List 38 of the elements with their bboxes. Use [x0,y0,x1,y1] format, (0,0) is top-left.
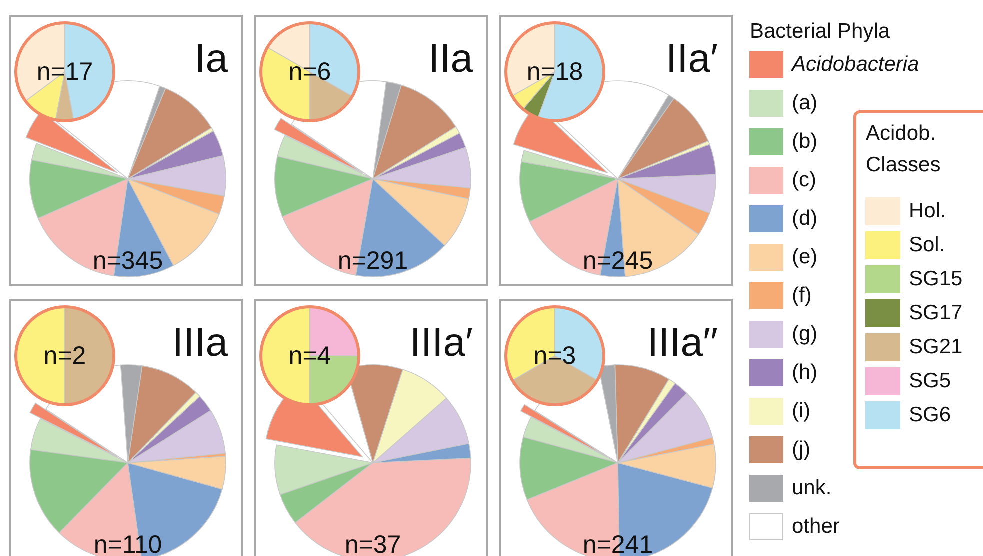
legend-label: (f) [792,284,812,307]
legend-label: other [792,515,840,538]
chart-title: IIa′ [666,37,718,81]
text: n=17 [36,58,94,86]
text: n=6 [288,58,332,86]
legend-label: SG15 [909,268,963,290]
legend-label: (i) [792,400,811,422]
legend-label: Sol. [909,234,946,256]
chart-title: IIIa′′ [647,321,718,365]
text: n=110 [94,531,162,556]
legend-label: (g) [792,322,818,346]
text: n=245 [582,247,654,275]
text: n=3 [534,342,576,370]
legend-title: Bacterial Phyla [750,20,890,43]
legend-label: unk. [792,476,832,500]
legend-label: (c) [792,168,816,192]
legend-label: (a) [792,92,818,114]
legend-label: Acidobacteria [790,53,920,76]
text: n=2 [44,342,86,370]
legend-label: Hol. [909,200,946,222]
legend-label: SG21 [909,336,963,358]
legend-label: (e) [792,246,818,268]
chart-title: IIa [428,37,474,81]
legend-label: SG6 [909,404,952,426]
text: n=18 [526,58,584,86]
legend-label: (j) [792,438,811,461]
text: n=241 [582,531,654,556]
legend-label: (d) [792,207,818,230]
legend-title: Acidob. Classes [866,122,941,176]
chart-title: Ia [194,37,229,81]
legend-label: SG5 [909,370,952,392]
chart-title: IIIa′ [410,321,473,365]
text: n=37 [344,531,402,556]
legend-label: (b) [792,130,818,153]
text: n=4 [288,342,332,370]
legend-label: SG17 [909,302,963,324]
legend-label: (h) [792,361,818,384]
chart-title: IIIa [172,321,229,365]
